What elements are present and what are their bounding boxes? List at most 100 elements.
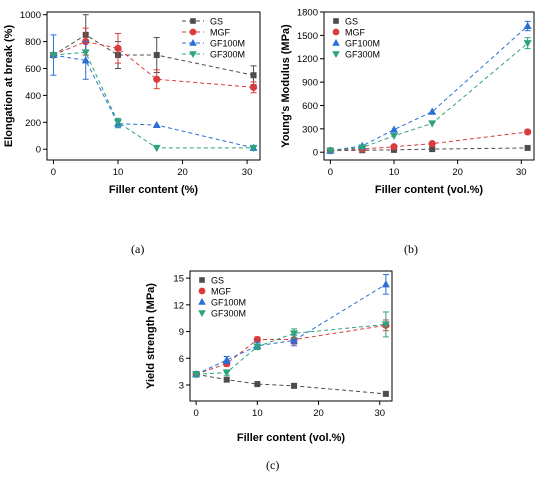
- y-tick-label: 0: [313, 148, 318, 159]
- x-axis-label: Filler content (vol.%): [237, 432, 346, 444]
- y-tick-label: 0: [36, 145, 41, 156]
- legend-marker: [189, 39, 197, 46]
- legend-marker: [198, 287, 206, 295]
- data-point: [428, 120, 437, 128]
- data-point: [381, 321, 390, 329]
- x-tick-label: 10: [389, 167, 400, 178]
- series-line: [196, 373, 386, 395]
- data-point: [222, 355, 231, 364]
- series-mgf: [326, 128, 532, 155]
- series-gf300m: [192, 311, 390, 379]
- legend-label: GS: [211, 276, 224, 286]
- caption-c: (c): [266, 458, 280, 472]
- data-point: [153, 52, 160, 59]
- x-tick-label: 10: [113, 167, 124, 178]
- y-axis-label: Yield strength (MPa): [145, 283, 157, 389]
- legend-label: MGF: [211, 287, 231, 297]
- x-axis-label: Filler content (vol.%): [375, 184, 484, 196]
- data-point: [358, 144, 367, 152]
- legend-label: GF300M: [211, 309, 246, 319]
- legend-label: GF100M: [345, 39, 380, 49]
- data-point: [253, 343, 262, 351]
- series-gf300m: [49, 49, 258, 153]
- legend-marker: [332, 28, 340, 36]
- legend-marker: [333, 18, 339, 24]
- chart-panel-a: 0 10 20 30 0 200 400 600 800 1000 Filler content (…: [0, 0, 275, 230]
- x-tick-label: 20: [177, 167, 188, 178]
- y-tick-label: 15: [173, 274, 184, 285]
- data-point: [81, 49, 90, 57]
- x-tick-label: 30: [242, 167, 253, 178]
- legend-marker: [189, 51, 197, 58]
- data-point: [428, 107, 437, 115]
- y-tick-label: 9: [179, 327, 184, 338]
- series-gs: [193, 371, 389, 397]
- legend-label: GS: [210, 17, 223, 27]
- data-point: [114, 44, 122, 52]
- y-tick-label: 6: [179, 354, 184, 365]
- plot-frame: [189, 270, 393, 402]
- yield-strength-chart: 0 10 20 30 3 6 9 12 15 Filler content (vol.%) Yiel…: [145, 270, 393, 444]
- series-line: [330, 25, 528, 152]
- data-point: [291, 382, 298, 389]
- data-point: [290, 336, 299, 344]
- series-line: [53, 51, 254, 149]
- y-tick-label: 600: [25, 64, 41, 75]
- series-gf300m: [326, 37, 532, 155]
- y-tick-label: 900: [302, 78, 318, 89]
- data-point: [523, 21, 532, 30]
- x-axis-label: Filler content (%): [109, 184, 199, 196]
- legend-label: MGF: [345, 28, 365, 38]
- data-point: [524, 128, 532, 136]
- plot-frame: [323, 11, 535, 161]
- y-tick-label: 3: [179, 380, 184, 391]
- legend-label: GF100M: [210, 39, 245, 49]
- data-point: [390, 132, 398, 141]
- series-line: [53, 54, 254, 149]
- x-tick-label: 0: [328, 167, 333, 178]
- caption-b: (b): [404, 242, 418, 256]
- data-point: [326, 147, 335, 155]
- legend-marker: [190, 18, 196, 24]
- elongation-chart: 0 10 20 30 0 200 400 600 800 1000 Filler content (…: [3, 10, 261, 196]
- series-line: [195, 324, 386, 375]
- legend-label: GF300M: [345, 50, 380, 60]
- data-point: [114, 119, 122, 127]
- data-point: [152, 144, 161, 153]
- x-tick-label: 30: [374, 408, 385, 419]
- data-point: [249, 144, 258, 153]
- x-tick-label: 30: [516, 167, 527, 178]
- data-point: [254, 381, 261, 388]
- legend-label: MGF: [210, 28, 230, 38]
- series-gs: [327, 144, 531, 154]
- y-tick-label: 1000: [20, 10, 41, 21]
- plot-frame: [46, 11, 261, 161]
- legend-marker: [332, 39, 340, 46]
- data-point: [428, 140, 436, 148]
- chart-panel-c: 0 10 20 30 3 6 9 12 15 Filler content (vol.%) Yiel…: [140, 264, 410, 454]
- data-point: [253, 335, 261, 344]
- y-tick-label: 300: [302, 124, 318, 135]
- data-point: [382, 390, 389, 397]
- data-point: [429, 146, 436, 153]
- y-axis-label: Young's Modulus (MPa): [280, 24, 292, 148]
- legend-label: GF300M: [210, 50, 245, 60]
- y-tick-label: 400: [25, 91, 41, 102]
- data-point: [249, 83, 258, 91]
- data-point: [223, 376, 230, 383]
- y-tick-label: 12: [173, 300, 184, 311]
- series-mgf: [192, 319, 390, 378]
- x-tick-label: 0: [193, 408, 198, 419]
- series-line: [195, 283, 387, 375]
- legend-marker: [198, 310, 206, 317]
- data-point: [49, 52, 58, 60]
- data-point: [523, 40, 532, 48]
- y-tick-label: 1800: [297, 8, 318, 19]
- data-point: [222, 369, 231, 377]
- legend-marker: [198, 298, 206, 305]
- data-point: [381, 280, 390, 288]
